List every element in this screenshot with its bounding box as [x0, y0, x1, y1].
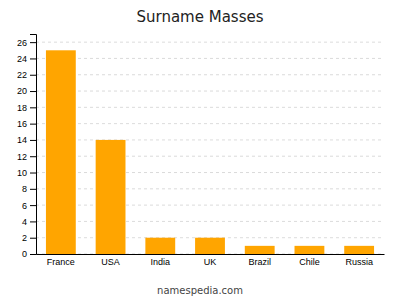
bar [295, 246, 325, 254]
tick-label: 8 [22, 184, 27, 194]
y-tick: 6 [22, 200, 36, 210]
tick-label: 2 [22, 233, 27, 243]
tick-mark [30, 107, 36, 108]
tick-mark [30, 42, 36, 43]
bars [46, 50, 374, 254]
tick-label: 18 [17, 103, 27, 113]
tick-mark [30, 238, 36, 239]
x-tick: USA [101, 257, 120, 267]
tick-label: 4 [22, 217, 27, 227]
y-tick: 10 [17, 168, 36, 178]
y-tick: 12 [17, 152, 36, 162]
tick-mark [30, 173, 36, 174]
bar [195, 238, 225, 254]
tick-mark [30, 91, 36, 92]
grid-line [36, 156, 384, 157]
grid-line [36, 172, 384, 173]
tick-label: UK [204, 257, 217, 267]
tick-label: 22 [17, 70, 27, 80]
tick-mark [30, 75, 36, 76]
chart: 02468101214161820222426FranceUSAIndiaUKB… [0, 0, 400, 300]
tick-mark [30, 189, 36, 190]
grid-line [36, 188, 384, 189]
tick-label: France [47, 257, 75, 267]
bar [46, 50, 76, 254]
tick-label: Russia [345, 257, 373, 267]
y-tick: 2 [22, 233, 36, 243]
tick-label: 24 [17, 54, 27, 64]
tick-label: 16 [17, 119, 27, 129]
tick-label: 26 [17, 38, 27, 48]
tick-mark [30, 140, 36, 141]
y-tick: 24 [17, 54, 36, 64]
grid-line [36, 221, 384, 222]
axis-line [37, 254, 385, 255]
grid-line [36, 91, 384, 92]
y-tick: 8 [22, 184, 36, 194]
grid-line [36, 42, 384, 43]
tick-label: 10 [17, 168, 27, 178]
tick-mark [30, 124, 36, 125]
bar [96, 140, 126, 254]
y-tick: 20 [17, 86, 36, 96]
tick-label: Brazil [248, 257, 271, 267]
bar [245, 246, 275, 254]
y-tick: 26 [17, 38, 36, 48]
y-tick: 18 [17, 103, 36, 113]
x-tick: UK [204, 257, 217, 267]
tick-label: USA [101, 257, 120, 267]
tick-label: 14 [17, 135, 27, 145]
tick-mark [30, 156, 36, 157]
tick-label: 12 [17, 152, 27, 162]
tick-label: 20 [17, 86, 27, 96]
x-tick: Russia [345, 257, 373, 267]
grid-line [36, 205, 384, 206]
footer: namespedia.com [157, 285, 243, 296]
grid-line [36, 139, 384, 140]
plot: 02468101214161820222426FranceUSAIndiaUKB… [17, 35, 385, 268]
tick-mark [30, 221, 36, 222]
x-tick: India [151, 257, 171, 267]
grid-line [36, 123, 384, 124]
axis-line [30, 35, 37, 255]
grid-line [36, 58, 384, 59]
tick-label: India [151, 257, 171, 267]
y-tick: 14 [17, 135, 36, 145]
y-tick: 16 [17, 119, 36, 129]
tick-label: 6 [22, 200, 27, 210]
tick-mark [30, 205, 36, 206]
x-tick: Chile [299, 257, 320, 267]
tick-label: Chile [299, 257, 320, 267]
x-tick: France [47, 257, 75, 267]
y-tick: 0 [22, 249, 36, 259]
grid-line [36, 107, 384, 108]
y-tick: 4 [22, 217, 36, 227]
grid [36, 42, 384, 254]
x-axis: France USA India UK Brazil Chile Russia [37, 255, 385, 268]
title: Surname Masses [136, 8, 263, 26]
x-tick: Brazil [248, 257, 271, 267]
tick-mark [30, 58, 36, 59]
bar [344, 246, 374, 254]
tick-label: 0 [22, 249, 27, 259]
y-axis: 02468101214161820222426 [17, 35, 37, 260]
bar [145, 238, 175, 254]
grid-line [36, 74, 384, 75]
y-tick: 22 [17, 70, 36, 80]
tick-mark [30, 254, 36, 255]
